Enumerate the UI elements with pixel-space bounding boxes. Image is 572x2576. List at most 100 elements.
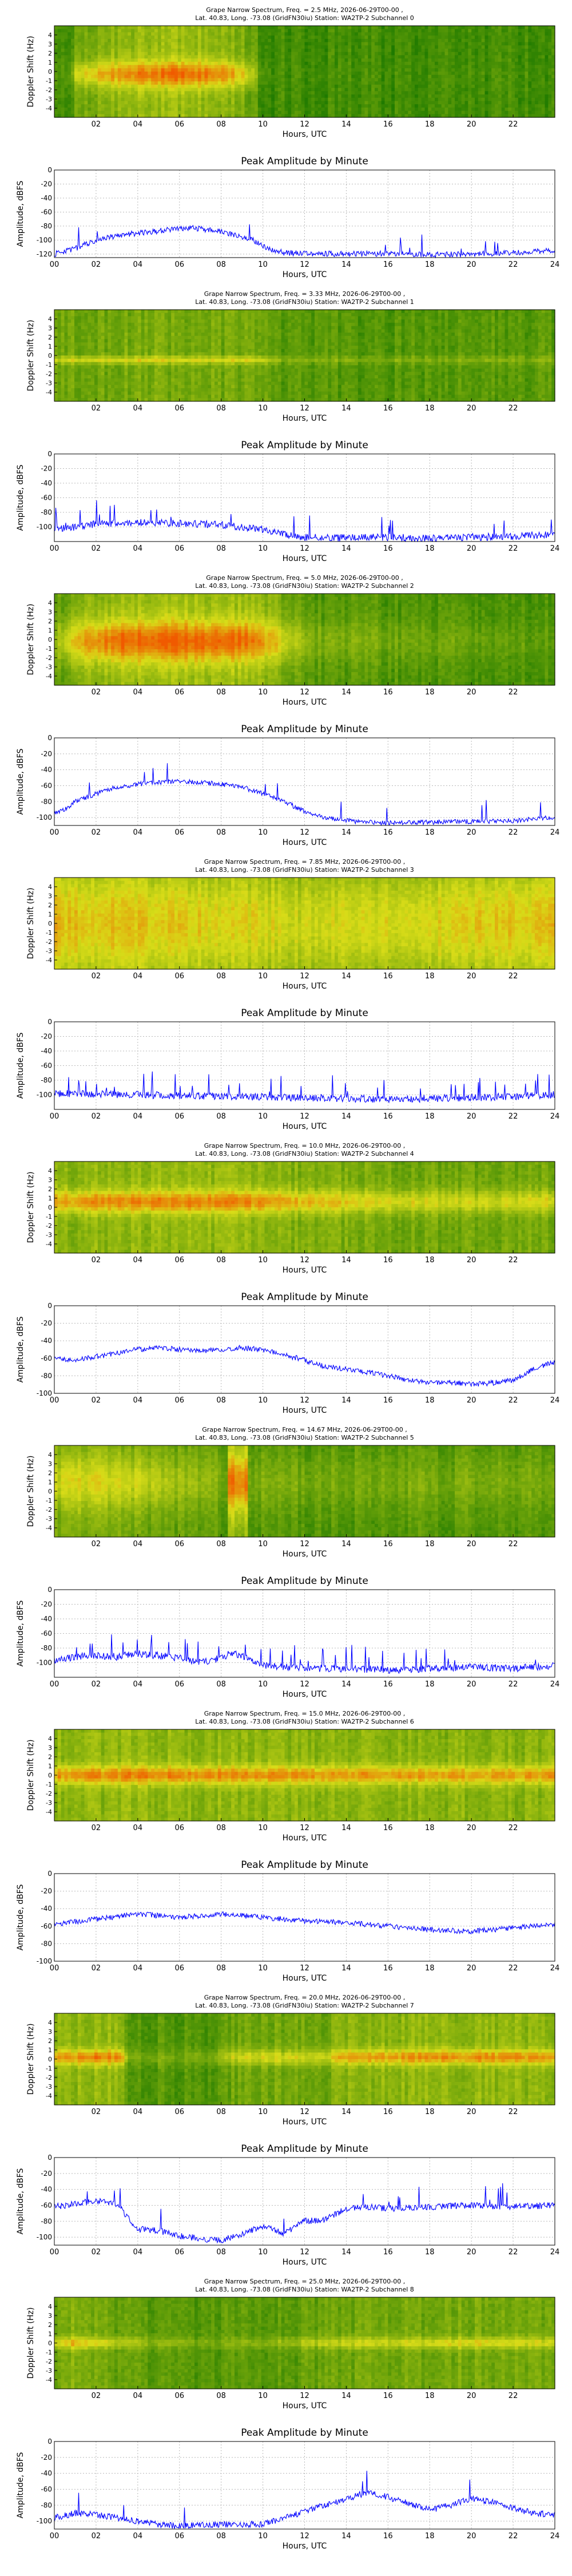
spectrogram-cell [278,85,281,88]
spectrogram-cell [101,392,105,395]
spectrogram-cell [67,35,71,39]
spectrogram-cell [67,101,71,104]
spectrogram-cell [491,62,495,65]
spectrogram-cell [101,316,105,319]
spectrogram-cell [285,94,288,98]
spectrogram-cell [101,395,105,398]
spectrogram-cell [438,85,442,88]
spectrogram-cell [525,26,529,29]
spectrogram-cell [291,39,295,42]
spectrogram-cell [71,355,74,359]
spectrogram-cell [238,35,241,39]
spectrogram-cell [281,111,285,114]
spectrogram-cell [321,49,325,52]
spectrogram-cell [362,26,365,29]
spectrogram-cell [105,349,108,353]
spectrogram-cell [194,101,198,104]
spectrogram-cell [391,91,395,94]
spectrogram-cell [114,342,118,346]
spectrogram-cell [211,78,214,81]
spectrogram-cell [78,385,81,388]
spectrogram-cell [448,62,451,65]
x-tick-label: 18 [425,120,435,129]
spectrogram-cell [445,45,448,49]
spectrogram-cell [255,42,258,46]
spectrogram-cell [548,32,551,35]
spectrogram-cell [268,108,271,111]
spectrogram-cell [65,339,68,342]
spectrogram-cell [285,35,288,39]
spectrogram-cell [502,42,505,46]
spectrogram-cell [134,359,138,362]
spectrogram-cell [58,45,61,49]
x-tick-label: 18 [425,260,435,269]
spectrogram-cell [525,94,529,98]
spectrogram-cell [462,81,465,85]
spectrogram-cell [531,111,535,114]
spectrogram-cell [471,78,475,81]
spectrogram-cell [94,378,98,382]
spectrogram-cell [134,45,138,49]
spectrogram-cell [285,81,288,85]
spectrogram-cell [201,32,205,35]
spectrogram-cell [435,52,438,56]
spectrogram-cell [408,35,411,39]
spectrogram-cell [225,91,228,94]
spectrogram-cell [131,68,134,72]
spectrogram-cell [402,72,405,75]
spectrogram-cell [288,55,291,58]
spectrogram-cell [528,39,531,42]
spectrogram-cell [105,395,108,398]
spectrogram-cell [442,65,445,69]
spectrogram-cell [121,336,125,339]
spectrogram-cell [198,58,201,62]
spectrogram-cell [85,108,88,111]
spectrogram-cell [465,81,468,85]
spectrogram-cell [468,101,471,104]
spectrogram-cell [54,58,58,62]
spectrogram-cell [168,55,171,58]
spectrogram-cell [485,94,488,98]
spectrogram-cell [482,49,485,52]
spectrogram-cell [85,352,88,355]
spectrogram-cell [261,111,265,114]
spectrogram-cell [74,75,78,78]
spectrogram-cell [251,68,255,72]
spectrogram-cell [134,75,138,78]
spectrogram-cell [275,88,278,92]
spectrogram-cell [138,365,141,369]
spectrogram-cell [108,39,111,42]
spectrogram-cell [71,32,74,35]
spectrogram-cell [71,346,74,349]
spectrogram-cell [391,72,395,75]
spectrogram-cell [145,72,148,75]
spectrogram-cell [271,62,275,65]
spectrogram-cell [418,68,422,72]
spectrogram-cell [485,26,488,29]
spectrogram-cell [371,42,375,46]
spectrogram-cell [248,78,251,81]
spectrogram-cell [321,32,325,35]
spectrogram-cell [74,382,78,385]
spectrogram-cell [415,75,418,78]
spectrogram-cell [125,333,128,336]
spectrogram-cell [211,42,214,46]
spectrogram-cell [422,55,425,58]
spectrogram-cell [515,39,518,42]
spectrogram-cell [61,372,65,376]
spectrogram-cell [108,355,111,359]
spectrogram-cell [305,35,308,39]
spectrogram-cell [375,101,378,104]
spectrogram-cell [81,326,85,330]
spectrogram-cell [295,35,298,39]
spectrogram-cell [488,26,491,29]
spectrogram-cell [368,81,371,85]
spectrogram-cell [335,26,338,29]
spectrogram-cell [488,65,491,69]
spectrogram-cell [418,39,422,42]
spectrogram-cell [301,91,305,94]
spectrogram-cell [471,108,475,111]
spectrogram-cell [295,88,298,92]
spectrogram-cell [285,88,288,92]
spectrogram-cell [191,58,194,62]
